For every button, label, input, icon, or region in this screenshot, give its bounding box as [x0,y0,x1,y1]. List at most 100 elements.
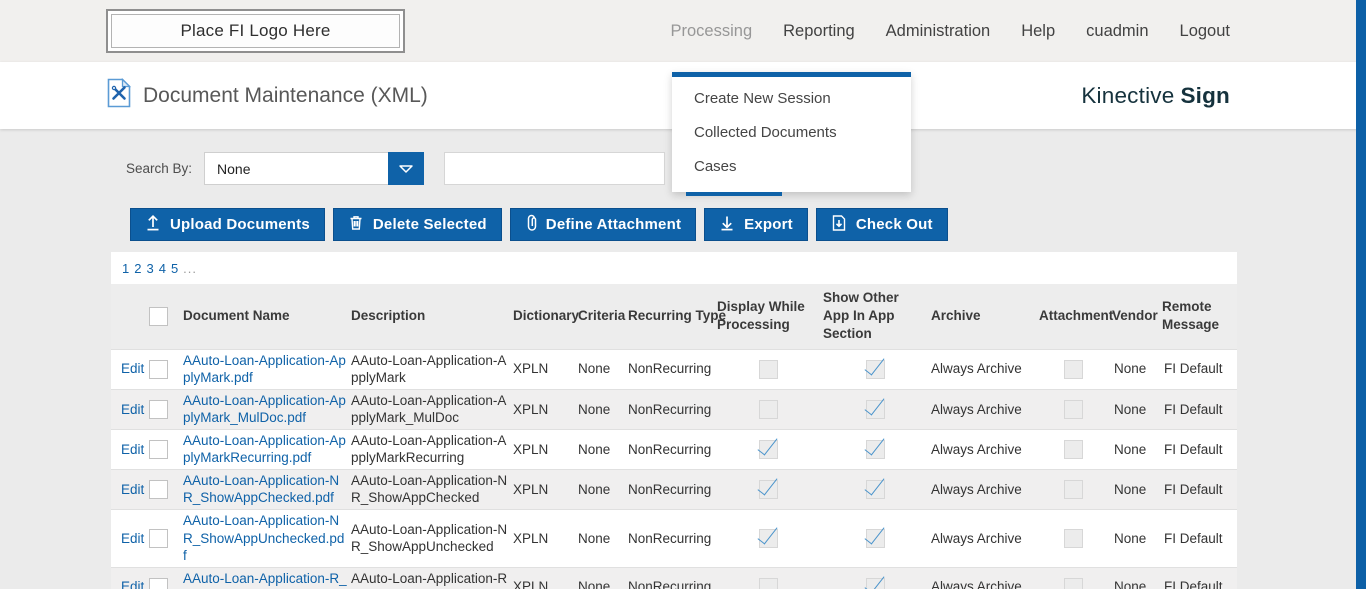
archive-cell: Always Archive [931,401,1022,417]
vertical-scrollbar[interactable] [1356,0,1366,589]
menu-item-create-new-session[interactable]: Create New Session [694,90,831,107]
archive-cell: Always Archive [931,530,1022,546]
display-while-processing-checkbox [758,479,778,499]
table-row: Edit AAuto-Loan-Application-ApplyMark_Mu… [111,389,1237,430]
dictionary-cell: XPLN [513,481,549,497]
page-link-3[interactable]: 3 [146,261,154,276]
display-while-processing-checkbox [758,439,778,459]
row-select-checkbox[interactable] [149,399,168,419]
description-cell: AAuto-Loan-Application-ApplyMarkRecurrin… [351,432,507,466]
check-out-button[interactable]: Check Out [815,208,948,241]
criteria-cell: None [578,441,611,457]
search-by-select[interactable]: None [204,152,425,185]
col-document-name: Document Name [183,308,290,324]
vendor-cell: None [1114,530,1147,546]
table-row: Edit AAuto-Loan-Application-NR_ShowAppUn… [111,509,1237,568]
row-select-checkbox[interactable] [149,528,168,548]
criteria-cell: None [578,530,611,546]
nav-item-administration[interactable]: Administration [885,21,991,40]
page-link-1[interactable]: 1 [122,261,130,276]
dictionary-cell: XPLN [513,401,549,417]
select-all-checkbox[interactable] [149,306,168,326]
col-dictionary: Dictionary [513,308,580,324]
edit-link[interactable]: Edit [121,530,145,546]
recurring-type-cell: NonRecurring [628,401,712,417]
criteria-cell: None [578,361,611,377]
page-link-2[interactable]: 2 [134,261,142,276]
col-show-other-app: Show Other App In App Section [823,290,899,342]
document-name-link[interactable]: AAuto-Loan-Application-R_ShowAppChecked.… [183,570,347,589]
vendor-cell: None [1114,579,1147,589]
nav-item-reporting[interactable]: Reporting [783,21,855,40]
edit-link[interactable]: Edit [121,481,145,497]
documents-table-card: 1 2 3 4 5... Document Name Description Dicti… [111,252,1237,589]
page-link-5[interactable]: 5 [170,261,179,276]
row-select-checkbox[interactable] [149,577,168,589]
display-while-processing-checkbox [758,528,778,548]
search-input[interactable] [444,152,666,185]
document-name-link[interactable]: AAuto-Loan-Application-NR_ShowAppUncheck… [183,513,345,564]
row-select-checkbox[interactable] [149,359,168,379]
edit-link[interactable]: Edit [121,579,145,589]
remote-message-cell: FI Default [1164,401,1223,417]
document-name-link[interactable]: AAuto-Loan-Application-ApplyMarkRecurrin… [183,432,346,466]
nav-item-processing[interactable]: Processing [670,21,753,40]
recurring-type-cell: NonRecurring [628,441,712,457]
content-area: Search By: None Upload Documents [0,129,1366,589]
document-name-link[interactable]: AAuto-Loan-Application-ApplyMark.pdf [183,352,346,386]
col-recurring-type: Recurring Type [628,308,727,324]
download-icon [719,214,735,235]
show-other-app-checkbox [865,359,885,379]
define-attachment-button[interactable]: Define Attachment [509,208,697,241]
document-name-link[interactable]: AAuto-Loan-Application-ApplyMark_MulDoc.… [183,392,346,426]
col-archive: Archive [931,308,981,324]
nav-item-logout[interactable]: Logout [1179,21,1230,40]
page-ellipsis[interactable]: ... [183,261,198,276]
menu-item-collected-documents[interactable]: Collected Documents [694,124,837,141]
upload-documents-button[interactable]: Upload Documents [130,208,325,241]
document-name-link[interactable]: AAuto-Loan-Application-NR_ShowAppChecked… [183,472,340,506]
document-maintenance-icon [106,77,132,113]
recurring-type-cell: NonRecurring [628,530,712,546]
row-select-checkbox[interactable] [149,479,168,499]
brand-logo: Kinective Sign [1081,62,1230,129]
vendor-cell: None [1114,441,1147,457]
attachment-checkbox [1064,439,1083,459]
toolbar: Upload Documents Delete Selected Define … [130,208,948,241]
col-remote-message: Remote Message [1162,299,1220,333]
menu-item-cases[interactable]: Cases [694,158,737,175]
edit-link[interactable]: Edit [121,441,145,457]
col-criteria: Criteria [578,308,626,324]
page-title: Document Maintenance (XML) [143,83,428,107]
chevron-down-icon[interactable] [388,152,425,185]
show-other-app-checkbox [865,577,885,589]
search-row: Search By: None [126,152,666,185]
fi-logo-text: Place FI Logo Here [180,21,331,40]
dictionary-cell: XPLN [513,579,549,589]
fi-logo-placeholder: Place FI Logo Here [106,9,405,53]
description-cell: AAuto-Loan-Application-ApplyMark [351,352,507,386]
edit-link[interactable]: Edit [121,361,145,377]
show-other-app-checkbox [865,399,885,419]
export-button[interactable]: Export [704,208,808,241]
checkout-icon [831,214,847,236]
delete-selected-button[interactable]: Delete Selected [332,208,502,241]
criteria-cell: None [578,401,611,417]
attachment-checkbox [1064,528,1083,548]
col-attachment: Attachment [1039,308,1114,324]
show-other-app-checkbox [865,439,885,459]
edit-link[interactable]: Edit [121,401,145,417]
criteria-cell: None [578,579,611,589]
remote-message-cell: FI Default [1164,481,1223,497]
vendor-cell: None [1114,361,1147,377]
dictionary-cell: XPLN [513,361,549,377]
main-nav: Processing Reporting Administration Help… [671,0,1231,62]
display-while-processing-checkbox [758,399,778,419]
row-select-checkbox[interactable] [149,439,168,459]
col-description: Description [351,308,426,324]
archive-cell: Always Archive [931,579,1022,589]
nav-item-cuadmin[interactable]: cuadmin [1086,21,1149,40]
page-link-4[interactable]: 4 [158,261,166,276]
table-row: Edit AAuto-Loan-Application-NR_ShowAppCh… [111,469,1237,510]
nav-item-help[interactable]: Help [1021,21,1056,40]
